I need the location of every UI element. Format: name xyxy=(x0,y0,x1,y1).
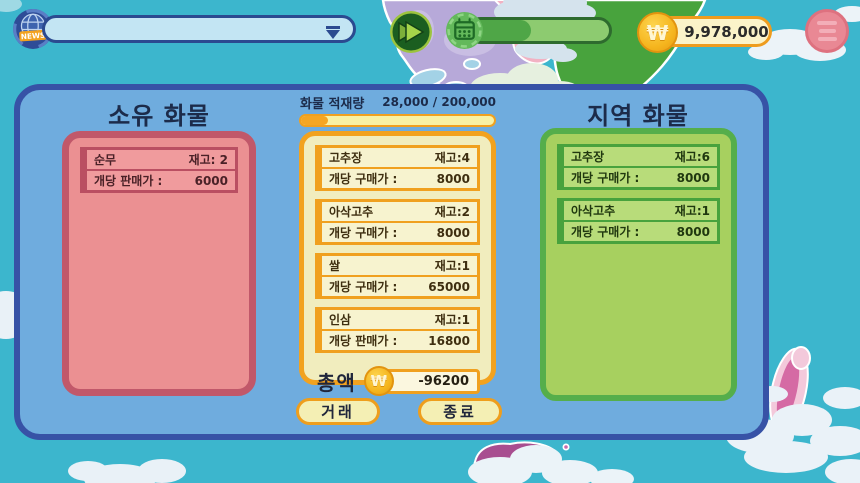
hamburger-icon xyxy=(817,21,837,25)
total-value: -96200 xyxy=(384,368,480,394)
cargo-item-insam[interactable]: 인삼 재고:1 개당 판매가 : 16800 xyxy=(315,307,480,353)
regional-item-gochujang[interactable]: 고추장 재고:6 개당 구매가 : 8000 xyxy=(557,144,720,190)
coin-icon: ₩ xyxy=(637,12,678,53)
total-row: 총액 ₩ -96200 xyxy=(315,366,480,396)
item-price: 6000 xyxy=(194,173,228,188)
item-name: 고추장 xyxy=(329,151,363,165)
calendar-icon xyxy=(454,18,475,40)
coin-icon: ₩ xyxy=(363,366,394,396)
item-name: 인삼 xyxy=(329,313,352,327)
chevron-down-icon[interactable] xyxy=(326,26,340,39)
item-name: 고추장 xyxy=(571,150,605,164)
date-progress-fill xyxy=(470,20,532,41)
fast-forward-button[interactable] xyxy=(389,10,433,54)
cargo-item-gochujang[interactable]: 고추장 재고:4 개당 구매가 : 8000 xyxy=(315,145,480,191)
item-price-label: 개당 판매가 : xyxy=(94,174,163,188)
owned-item-sunmu[interactable]: 순무 재고: 2 개당 판매가 : 6000 xyxy=(80,147,238,193)
date-progress-bar xyxy=(467,17,612,44)
item-price: 8000 xyxy=(676,224,710,239)
news-label: NEWS xyxy=(21,31,46,42)
item-stock: 재고:1 xyxy=(434,259,470,273)
item-stock: 재고:2 xyxy=(434,205,470,219)
item-stock: 재고:4 xyxy=(434,151,470,165)
item-stock: 재고:1 xyxy=(674,204,710,218)
currency-symbol: ₩ xyxy=(646,20,669,45)
item-name: 쌀 xyxy=(329,259,341,273)
item-price: 16800 xyxy=(428,333,470,348)
item-price-label: 개당 구매가 : xyxy=(329,226,398,240)
money-value: 9,978,000 xyxy=(684,22,769,41)
item-price: 65000 xyxy=(428,279,470,294)
item-price-label: 개당 구매가 : xyxy=(329,172,398,186)
capacity-progress-fill xyxy=(301,116,329,125)
item-price: 8000 xyxy=(436,171,470,186)
news-button[interactable]: NEWS xyxy=(12,8,54,50)
regional-cargo-title: 지역 화물 xyxy=(587,102,689,130)
item-price-label: 개당 구매가 : xyxy=(571,225,640,239)
owned-cargo-panel: 순무 재고: 2 개당 판매가 : 6000 xyxy=(62,131,256,396)
cargo-item-asakgochu[interactable]: 아삭고추 재고:2 개당 구매가 : 8000 xyxy=(315,199,480,245)
trade-button[interactable]: 거래 xyxy=(296,398,380,425)
cargo-panel: 고추장 재고:4 개당 구매가 : 8000 아삭고추 재고:2 개당 구매가 … xyxy=(299,131,496,396)
capacity-label: 화물 적재량 xyxy=(300,97,365,112)
item-stock: 재고:6 xyxy=(674,150,710,164)
item-stock: 재고: 2 xyxy=(188,153,228,167)
fast-forward-icon xyxy=(398,20,425,44)
menu-button[interactable] xyxy=(805,9,849,53)
trade-panel: 소유 화물 지역 화물 화물 적재량 28,000 / 200,000 순무 재… xyxy=(14,84,769,440)
cloud xyxy=(468,445,634,483)
item-price: 8000 xyxy=(676,170,710,185)
item-stock: 재고:1 xyxy=(434,313,470,327)
end-button[interactable]: 종료 xyxy=(418,398,502,425)
news-ticker-bar xyxy=(42,15,356,43)
calendar-button[interactable] xyxy=(445,11,484,50)
regional-cargo-panel: 고추장 재고:6 개당 구매가 : 8000 아삭고추 재고:1 개당 구매가 … xyxy=(540,128,737,401)
item-name: 아삭고추 xyxy=(571,204,616,218)
cloud xyxy=(494,0,596,62)
regional-item-asakgochu[interactable]: 아삭고추 재고:1 개당 구매가 : 8000 xyxy=(557,198,720,244)
item-price: 8000 xyxy=(436,225,470,240)
capacity-progress-bar xyxy=(299,114,496,127)
item-price-label: 개당 판매가 : xyxy=(329,334,398,348)
cargo-item-ssal[interactable]: 쌀 재고:1 개당 구매가 : 65000 xyxy=(315,253,480,299)
capacity-value: 28,000 / 200,000 xyxy=(382,95,496,109)
item-name: 아삭고추 xyxy=(329,205,374,219)
item-price-label: 개당 구매가 : xyxy=(571,171,640,185)
total-label: 총액 xyxy=(317,370,356,395)
item-name: 순무 xyxy=(94,153,117,167)
item-price-label: 개당 구매가 : xyxy=(329,280,398,294)
owned-cargo-title: 소유 화물 xyxy=(108,102,210,130)
